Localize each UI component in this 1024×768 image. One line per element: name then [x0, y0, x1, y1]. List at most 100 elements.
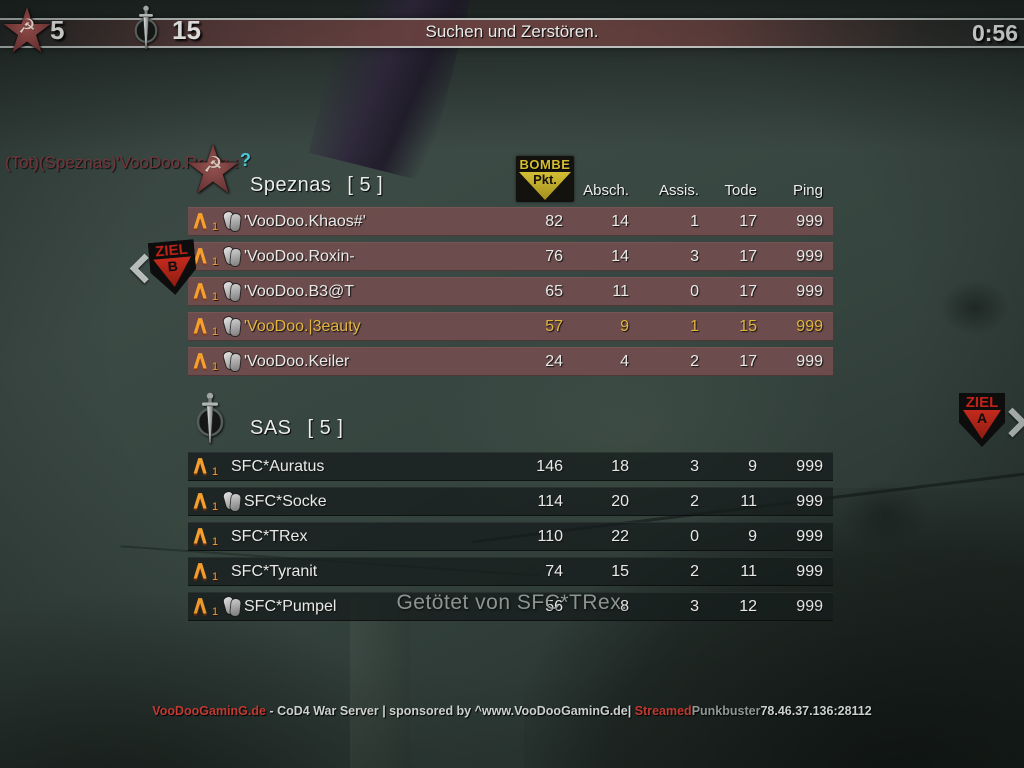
server-info-segment: Punkbuster	[691, 704, 761, 718]
score-assists: 1	[690, 212, 699, 230]
player-row: ∧ 1 SFC*Socke 114 20 2 11 999	[188, 486, 833, 516]
rank-level: 1	[212, 291, 219, 303]
team-player-count: [ 5 ]	[307, 417, 344, 439]
player-name: SFC*TRex	[231, 527, 308, 545]
player-name: SFC*Auratus	[231, 457, 325, 475]
score-assists: 2	[690, 492, 699, 510]
dogtag-icon	[222, 209, 244, 235]
rank-level: 1	[212, 501, 219, 513]
score-ping: 999	[796, 282, 823, 300]
rank-icon: ∧ 1	[188, 346, 222, 376]
server-info-segment: Streamed	[634, 704, 692, 718]
score-points: 56	[545, 597, 563, 615]
player-name: 'VooDoo.Keiler	[244, 352, 350, 370]
server-info-segment: 78.46.37.136:28112	[760, 704, 872, 718]
rank-chevron-icon: ∧	[191, 206, 210, 234]
hammer-sickle-icon: ☭	[203, 151, 223, 177]
chat-message: (Tot)(Speznas)'VooDoo.Roxin-:	[5, 153, 239, 172]
player-row: ∧ 1 SFC*Pumpel 56 8 3 12 999	[188, 591, 833, 621]
sas-scoreboard-icon	[192, 392, 228, 453]
score-assists: 2	[690, 352, 699, 370]
objective-label: ZIEL	[965, 394, 999, 411]
player-row: ∧ 1 'VooDoo.Roxin- 76 14 3 17 999	[188, 241, 833, 271]
score-assists: 0	[690, 527, 699, 545]
rank-icon: ∧ 1	[188, 521, 222, 551]
score-deaths: 17	[739, 247, 757, 265]
score-assists: 3	[690, 457, 699, 475]
score-kills: 8	[620, 597, 629, 615]
rank-chevron-icon: ∧	[191, 556, 210, 584]
column-ping: Ping	[792, 182, 823, 199]
player-row: ∧ 1 SFC*TRex 110 22 0 9 999	[188, 521, 833, 551]
player-name: SFC*Tyranit	[231, 562, 318, 580]
rank-level: 1	[212, 326, 219, 338]
dogtag-icon	[222, 454, 231, 480]
score-ping: 999	[796, 247, 823, 265]
score-deaths: 11	[740, 562, 757, 580]
score-kills: 11	[612, 282, 629, 300]
gamemode-label: Suchen und Zerstören.	[425, 22, 599, 41]
rank-chevron-icon: ∧	[191, 451, 210, 479]
rank-level: 1	[212, 361, 219, 373]
team1-score: 5	[50, 15, 65, 45]
scoreboard-column-headers: Absch. Assis. Tode Ping	[188, 182, 833, 202]
rank-icon: ∧ 1	[188, 206, 222, 236]
score-points: 76	[545, 247, 563, 265]
score-deaths: 15	[739, 317, 757, 335]
column-kills: Absch.	[583, 182, 629, 199]
rank-chevron-icon: ∧	[191, 591, 210, 619]
bombe-icon: BOMBE	[519, 157, 571, 172]
player-row: ∧ 1 'VooDoo.|3eauty 57 9 1 15 999	[188, 311, 833, 341]
rank-level: 1	[212, 466, 219, 478]
background-spot	[940, 280, 1010, 335]
player-name: SFC*Socke	[244, 492, 327, 510]
score-ping: 999	[796, 317, 823, 335]
score-points: 114	[537, 492, 563, 510]
team-name: Speznas	[250, 174, 332, 196]
score-ping: 999	[796, 457, 823, 475]
score-points: 146	[536, 457, 563, 475]
rank-icon: ∧ 1	[188, 591, 222, 621]
score-points: 24	[545, 352, 563, 370]
rank-chevron-icon: ∧	[191, 486, 210, 514]
rank-icon: ∧ 1	[188, 311, 222, 341]
dogtag-icon	[222, 244, 244, 270]
score-kills: 18	[611, 457, 629, 475]
rank-chevron-icon: ∧	[191, 346, 210, 374]
score-kills: 14	[611, 212, 629, 230]
speznas-player-rows: ∧ 1 'VooDoo.Khaos#' 82 14 1 17 999 ∧ 1 'Vo…	[188, 206, 833, 383]
sas-team-icon	[130, 5, 162, 58]
team2-score: 15	[172, 15, 201, 45]
rank-chevron-icon: ∧	[191, 241, 210, 269]
score-ping: 999	[796, 527, 823, 545]
column-deaths: Tode	[724, 182, 757, 199]
score-deaths: 17	[739, 212, 757, 230]
player-row: ∧ 1 'VooDoo.Khaos#' 82 14 1 17 999	[188, 206, 833, 236]
rank-chevron-icon: ∧	[191, 276, 210, 304]
player-row: ∧ 1 'VooDoo.B3@T 65 11 0 17 999	[188, 276, 833, 306]
dagger-icon	[134, 5, 158, 49]
objective-letter: A	[976, 410, 988, 426]
team-header-sas: SAS [ 5 ]	[250, 417, 343, 440]
hammer-sickle-icon: ☭	[18, 16, 36, 38]
dogtag-icon	[222, 489, 244, 515]
dogtag-icon	[222, 559, 231, 585]
score-kills: 14	[611, 247, 629, 265]
top-score-bar	[0, 18, 1024, 48]
score-deaths: 12	[739, 597, 757, 615]
score-assists: 0	[690, 282, 699, 300]
rank-chevron-icon: ∧	[191, 311, 210, 339]
background-spot	[840, 480, 930, 550]
score-points: 57	[545, 317, 563, 335]
score-kills: 20	[611, 492, 629, 510]
score-ping: 999	[796, 212, 823, 230]
score-deaths: 17	[739, 352, 757, 370]
column-assists: Assis.	[658, 182, 699, 199]
rank-icon: ∧ 1	[188, 486, 222, 516]
team-player-count: [ 5 ]	[347, 174, 384, 196]
score-kills: 9	[620, 317, 629, 335]
rank-level: 1	[212, 221, 219, 233]
player-name: 'VooDoo.B3@T	[244, 282, 355, 300]
rank-level: 1	[212, 606, 219, 618]
